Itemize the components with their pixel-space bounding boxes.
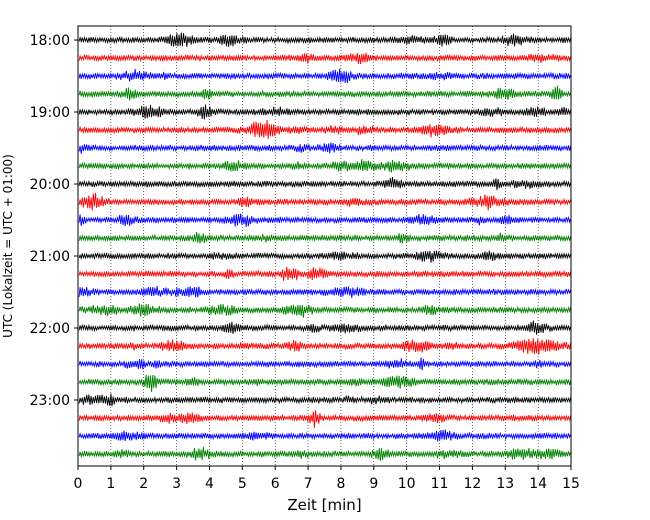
seismic-trace-2045 <box>78 231 572 244</box>
seismic-trace-2245 <box>78 374 572 392</box>
x-tick-label: 14 <box>529 476 547 492</box>
x-axis-ticks: 0 1 2 3 4 5 6 7 8 9 10 11 12 13 14 15 <box>74 466 580 492</box>
x-tick-label: 0 <box>74 476 83 492</box>
seismic-trace-2015 <box>78 192 572 211</box>
y-tick-label: 21:00 <box>30 249 70 265</box>
seismic-trace-1815 <box>78 52 572 65</box>
seismic-trace-1830 <box>78 68 572 84</box>
seismic-trace-2300 <box>78 393 572 407</box>
x-tick-label: 5 <box>238 476 247 492</box>
seismic-trace-2330 <box>78 429 572 442</box>
y-tick-label: 18:00 <box>30 33 70 49</box>
x-tick-label: 15 <box>562 476 580 492</box>
y-tick-label: 19:00 <box>30 105 70 121</box>
seismic-trace-1900 <box>78 104 572 120</box>
seismic-trace-2000 <box>78 176 572 191</box>
seismic-trace-1945 <box>78 159 572 173</box>
seismic-trace-2130 <box>78 286 572 299</box>
seismic-trace-2200 <box>78 320 572 335</box>
seismic-trace-1800 <box>78 32 572 47</box>
seismic-trace-2145 <box>78 303 572 318</box>
seismic-trace-2030 <box>78 213 572 227</box>
seismic-trace-2230 <box>78 357 572 371</box>
seismic-trace-2315 <box>78 410 572 429</box>
x-tick-label: 3 <box>172 476 181 492</box>
seismic-trace-2345 <box>78 446 572 461</box>
x-tick-label: 4 <box>205 476 214 492</box>
y-tick-label: 20:00 <box>30 177 70 193</box>
y-tick-label: 23:00 <box>30 393 70 409</box>
seismic-trace-1915 <box>78 119 572 139</box>
x-tick-label: 11 <box>431 476 449 492</box>
x-axis-label: Zeit [min] <box>287 496 361 514</box>
seismic-trace-2115 <box>78 266 572 281</box>
grid-lines <box>110 26 539 466</box>
plot-frame <box>77 25 572 467</box>
seismic-trace-2215 <box>78 338 572 355</box>
seismic-trace-1845 <box>78 85 572 101</box>
seismic-trace-1930 <box>78 142 572 154</box>
x-tick-label: 9 <box>369 476 378 492</box>
y-tick-label: 22:00 <box>30 321 70 337</box>
x-tick-label: 2 <box>139 476 148 492</box>
x-tick-label: 10 <box>398 476 416 492</box>
x-tick-label: 12 <box>463 476 481 492</box>
x-tick-label: 13 <box>496 476 514 492</box>
x-tick-label: 1 <box>106 476 115 492</box>
seismic-trace-2100 <box>78 250 572 263</box>
y-axis-label: UTC (Lokalzeit = UTC + 01:00) <box>1 154 15 338</box>
x-tick-label: 7 <box>304 476 313 492</box>
trace-group <box>78 32 572 461</box>
x-tick-label: 6 <box>271 476 280 492</box>
y-axis-ticks: 18:00 19:00 20:00 21:00 22:00 23:00 <box>30 33 78 409</box>
x-tick-label: 8 <box>336 476 345 492</box>
